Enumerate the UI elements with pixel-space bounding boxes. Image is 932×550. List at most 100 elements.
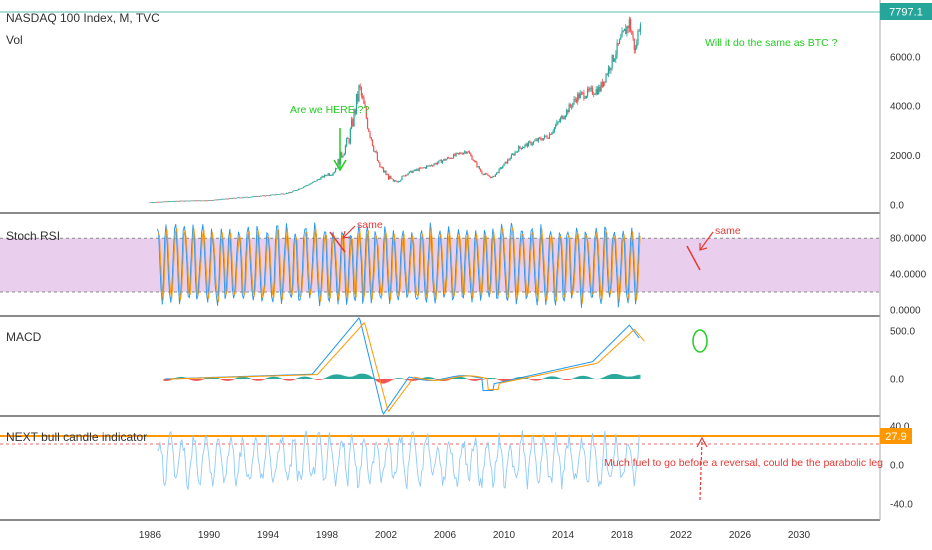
candle-body xyxy=(280,193,283,195)
candle-body xyxy=(598,86,600,95)
candle-body xyxy=(225,198,227,200)
candle-body xyxy=(392,179,394,182)
candle-body xyxy=(327,173,329,176)
candle-body xyxy=(416,169,418,171)
candle-body xyxy=(466,151,468,154)
candle-body xyxy=(261,195,263,197)
candle-body xyxy=(167,201,170,203)
candle-body xyxy=(606,74,608,76)
candle-body xyxy=(483,174,485,175)
candle-body xyxy=(165,201,167,203)
candle-body xyxy=(159,201,161,203)
candle-body xyxy=(231,198,233,199)
y-tick-label: 6000.0 xyxy=(890,52,921,63)
candle-body xyxy=(153,202,155,203)
candle-body xyxy=(476,162,478,167)
candle-body xyxy=(354,109,356,114)
candle-body xyxy=(266,195,268,197)
candle-body xyxy=(529,141,531,143)
candle-body xyxy=(631,31,633,35)
annotation-btc: Will it do the same as BTC ? xyxy=(705,37,838,49)
candle-body xyxy=(548,134,551,139)
macd-histogram-bar xyxy=(526,378,529,379)
candle-body xyxy=(214,199,216,201)
candle-body xyxy=(601,82,603,87)
candle-body xyxy=(558,121,560,123)
candle-body xyxy=(295,190,297,192)
candle-body xyxy=(317,179,319,181)
candle-body xyxy=(537,137,540,142)
same-2-trend xyxy=(686,245,701,271)
candle-body xyxy=(403,175,406,177)
candle-body xyxy=(219,199,221,201)
macd-histogram-bar xyxy=(481,379,485,380)
candle-body xyxy=(182,200,184,202)
candle-body xyxy=(396,181,398,183)
candle-body xyxy=(577,93,579,103)
stoch-rsi-lines xyxy=(156,222,641,308)
candle-body xyxy=(263,195,265,197)
candle-body xyxy=(418,167,420,171)
candle-body xyxy=(355,93,358,114)
candle-body xyxy=(370,137,372,140)
candle-body xyxy=(385,171,387,175)
x-tick-label: 1986 xyxy=(139,530,162,541)
candle-body xyxy=(272,194,274,196)
candle-body xyxy=(346,138,348,146)
candle-body xyxy=(488,175,490,177)
candle-body xyxy=(310,183,312,185)
candle-body xyxy=(507,159,509,164)
candle-body xyxy=(250,196,252,198)
candle-body xyxy=(540,138,542,140)
candle-body xyxy=(637,31,639,44)
candle-body xyxy=(580,92,583,94)
candle-body xyxy=(290,192,292,194)
candle-body xyxy=(610,67,612,71)
macd-histogram-bar xyxy=(558,378,561,379)
candle-body xyxy=(371,139,374,147)
candle-body xyxy=(638,31,640,32)
candle-body xyxy=(210,200,213,202)
candle-body xyxy=(366,118,369,129)
candle-body xyxy=(237,197,240,199)
candle-body xyxy=(380,167,382,168)
candle-body xyxy=(224,198,226,200)
candle-body xyxy=(494,174,496,177)
candle-body xyxy=(478,166,481,170)
candle-body xyxy=(413,169,415,172)
candle-body xyxy=(571,106,573,108)
candle-body xyxy=(162,201,165,203)
candle-body xyxy=(352,119,354,127)
candle-body xyxy=(408,171,410,174)
candle-body xyxy=(562,115,564,120)
candle-body xyxy=(181,200,183,202)
macd-histogram-bar xyxy=(248,378,251,379)
candle-body xyxy=(202,200,204,202)
macd-histogram-bar xyxy=(261,379,265,380)
candle-body xyxy=(283,193,285,195)
candle-body xyxy=(305,185,307,187)
candle-body xyxy=(464,151,466,153)
candle-body xyxy=(232,197,235,199)
candle-body xyxy=(468,151,471,154)
candle-body xyxy=(536,139,538,142)
candle-body xyxy=(183,200,186,202)
candle-body xyxy=(298,188,300,190)
candle-body xyxy=(242,197,245,199)
candle-body xyxy=(579,93,581,99)
arrow-fuel-head xyxy=(696,436,708,448)
candle-body xyxy=(475,160,477,163)
candle-body xyxy=(470,153,472,156)
candle-body xyxy=(229,198,231,199)
candle-body xyxy=(422,167,424,169)
candle-body xyxy=(307,184,310,186)
candle-body xyxy=(630,19,632,32)
candle-body xyxy=(269,194,272,196)
candle-body xyxy=(539,137,541,139)
candle-body xyxy=(357,93,359,102)
candle-body xyxy=(509,158,511,160)
candle-body xyxy=(497,172,499,174)
macd-histogram-bar xyxy=(278,378,282,379)
macd-histogram-bar xyxy=(479,379,482,380)
